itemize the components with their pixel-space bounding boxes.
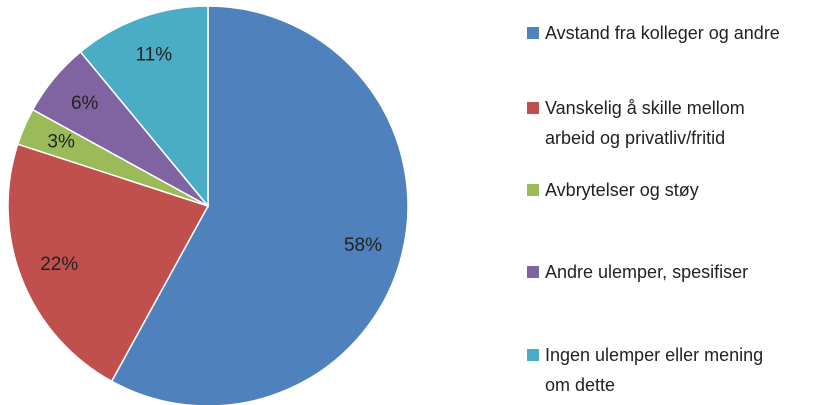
- pie-slice: [7, 143, 210, 383]
- legend-label: Andre ulemper, spesifiser: [545, 262, 749, 282]
- legend-entry: Avstand fra kolleger og andre: [527, 18, 827, 48]
- legend-label: Vanskelig å skille mellom arbeid og priv…: [545, 98, 745, 148]
- legend-entry: Avbrytelser og støy: [527, 175, 827, 205]
- legend-swatch: [527, 27, 539, 39]
- legend-swatch: [527, 349, 539, 361]
- pie-slice: [110, 5, 409, 405]
- legend-swatch: [527, 266, 539, 278]
- legend-label: Ingen ulemper eller mening om dette: [545, 345, 764, 395]
- legend-entry: Andre ulemper, spesifiser: [527, 257, 827, 287]
- data-label: 6%: [71, 93, 99, 114]
- legend-entry: Vanskelig å skille mellom arbeid og priv…: [527, 93, 827, 153]
- legend-swatch: [527, 184, 539, 196]
- data-label: 3%: [47, 131, 75, 152]
- data-label: 11%: [135, 44, 172, 65]
- data-label: 58%: [344, 235, 382, 256]
- legend-entry: Ingen ulemper eller mening om dette: [527, 340, 827, 400]
- pie-slice: [79, 5, 209, 209]
- data-label: 22%: [40, 254, 78, 275]
- legend-swatch: [527, 102, 539, 114]
- legend-label: Avbrytelser og støy: [545, 180, 699, 200]
- legend-label: Avstand fra kolleger og andre: [545, 23, 780, 43]
